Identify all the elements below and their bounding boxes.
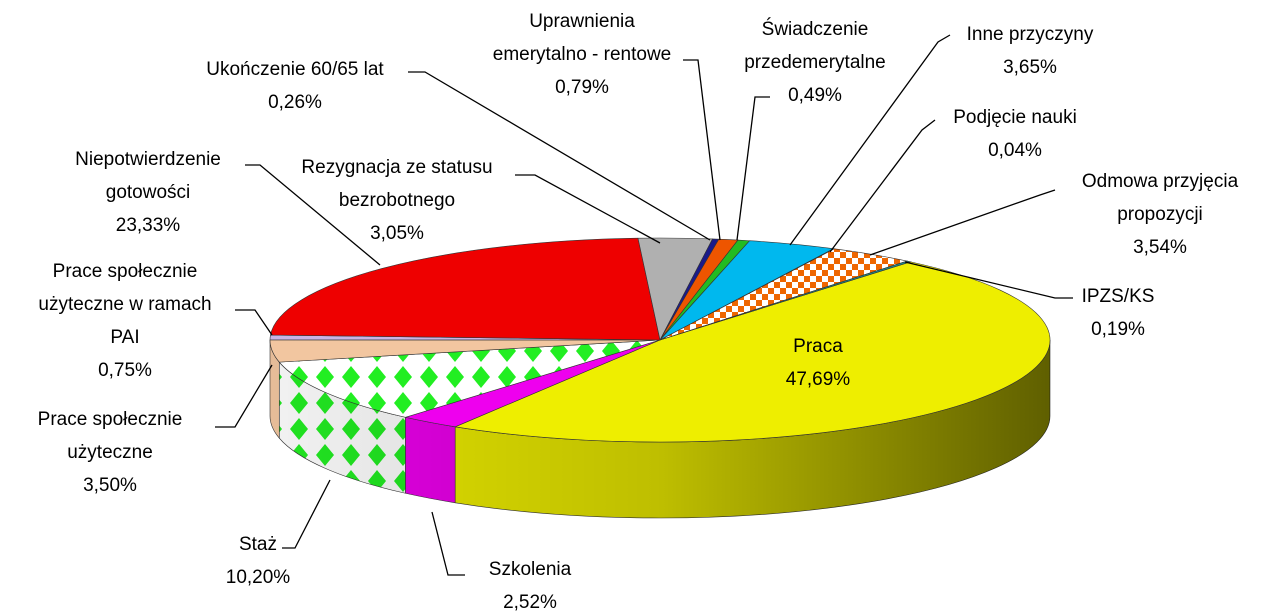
slice-label: Podjęcie nauki xyxy=(953,107,1077,128)
slice-label: Odmowa przyjęcia propozycji xyxy=(1082,171,1239,225)
leader-line xyxy=(235,309,273,336)
leader-line xyxy=(789,34,951,246)
value-label: 0,19% xyxy=(1091,319,1145,340)
side-shade xyxy=(455,340,1051,519)
leader-line xyxy=(282,479,331,549)
leader-line xyxy=(683,59,721,241)
leader-line xyxy=(904,261,1073,299)
value-label: 10,20% xyxy=(226,567,291,588)
side-shade xyxy=(405,417,456,503)
value-label: 0,75% xyxy=(98,360,152,381)
value-label: 0,79% xyxy=(555,77,609,98)
side-shade xyxy=(279,362,406,494)
leader-line xyxy=(869,189,1056,256)
value-label: 0,26% xyxy=(268,92,322,113)
slice xyxy=(270,237,661,341)
value-label: 3,05% xyxy=(370,223,424,244)
slice-label: Prace społecznie użyteczne xyxy=(38,409,183,463)
value-label: 2,52% xyxy=(503,592,557,612)
value-label: 3,54% xyxy=(1133,237,1187,258)
slice-label: Niepotwierdzenie gotowości xyxy=(75,149,221,203)
value-label: 3,50% xyxy=(83,475,137,496)
slice-label: Inne przyczyny xyxy=(967,24,1094,45)
leader-line xyxy=(431,511,465,576)
value-label: 0,49% xyxy=(788,85,842,106)
slice-label: IPZS/KS xyxy=(1082,286,1155,307)
leader-line xyxy=(736,96,770,241)
slice-label: Rezygnacja ze statusu bezrobotnego xyxy=(301,157,492,211)
value-label: 3,65% xyxy=(1003,57,1057,78)
slice xyxy=(659,260,912,341)
leader-line xyxy=(215,364,273,428)
value-label: 23,33% xyxy=(116,215,181,236)
slice xyxy=(278,339,661,418)
leader-line xyxy=(408,71,711,241)
slice-label: Świadczenie przedemerytalne xyxy=(744,18,886,73)
slice-label: Staż xyxy=(239,534,277,555)
slice xyxy=(454,261,1051,443)
slice-label: Praca xyxy=(793,336,843,357)
leader-line xyxy=(245,164,381,266)
value-label: 0,04% xyxy=(988,140,1042,161)
leader-line xyxy=(515,174,661,244)
leader-line xyxy=(829,119,936,253)
side-shade xyxy=(270,340,280,439)
slice-label: Uprawnienia emerytalno - rentowe xyxy=(493,11,671,65)
value-label: 47,69% xyxy=(786,369,851,390)
slice-label: Ukończenie 60/65 lat xyxy=(206,59,384,80)
slice-label: Prace społecznie użyteczne w ramach PAI xyxy=(38,261,211,348)
slice-label: Szkolenia xyxy=(489,559,572,580)
